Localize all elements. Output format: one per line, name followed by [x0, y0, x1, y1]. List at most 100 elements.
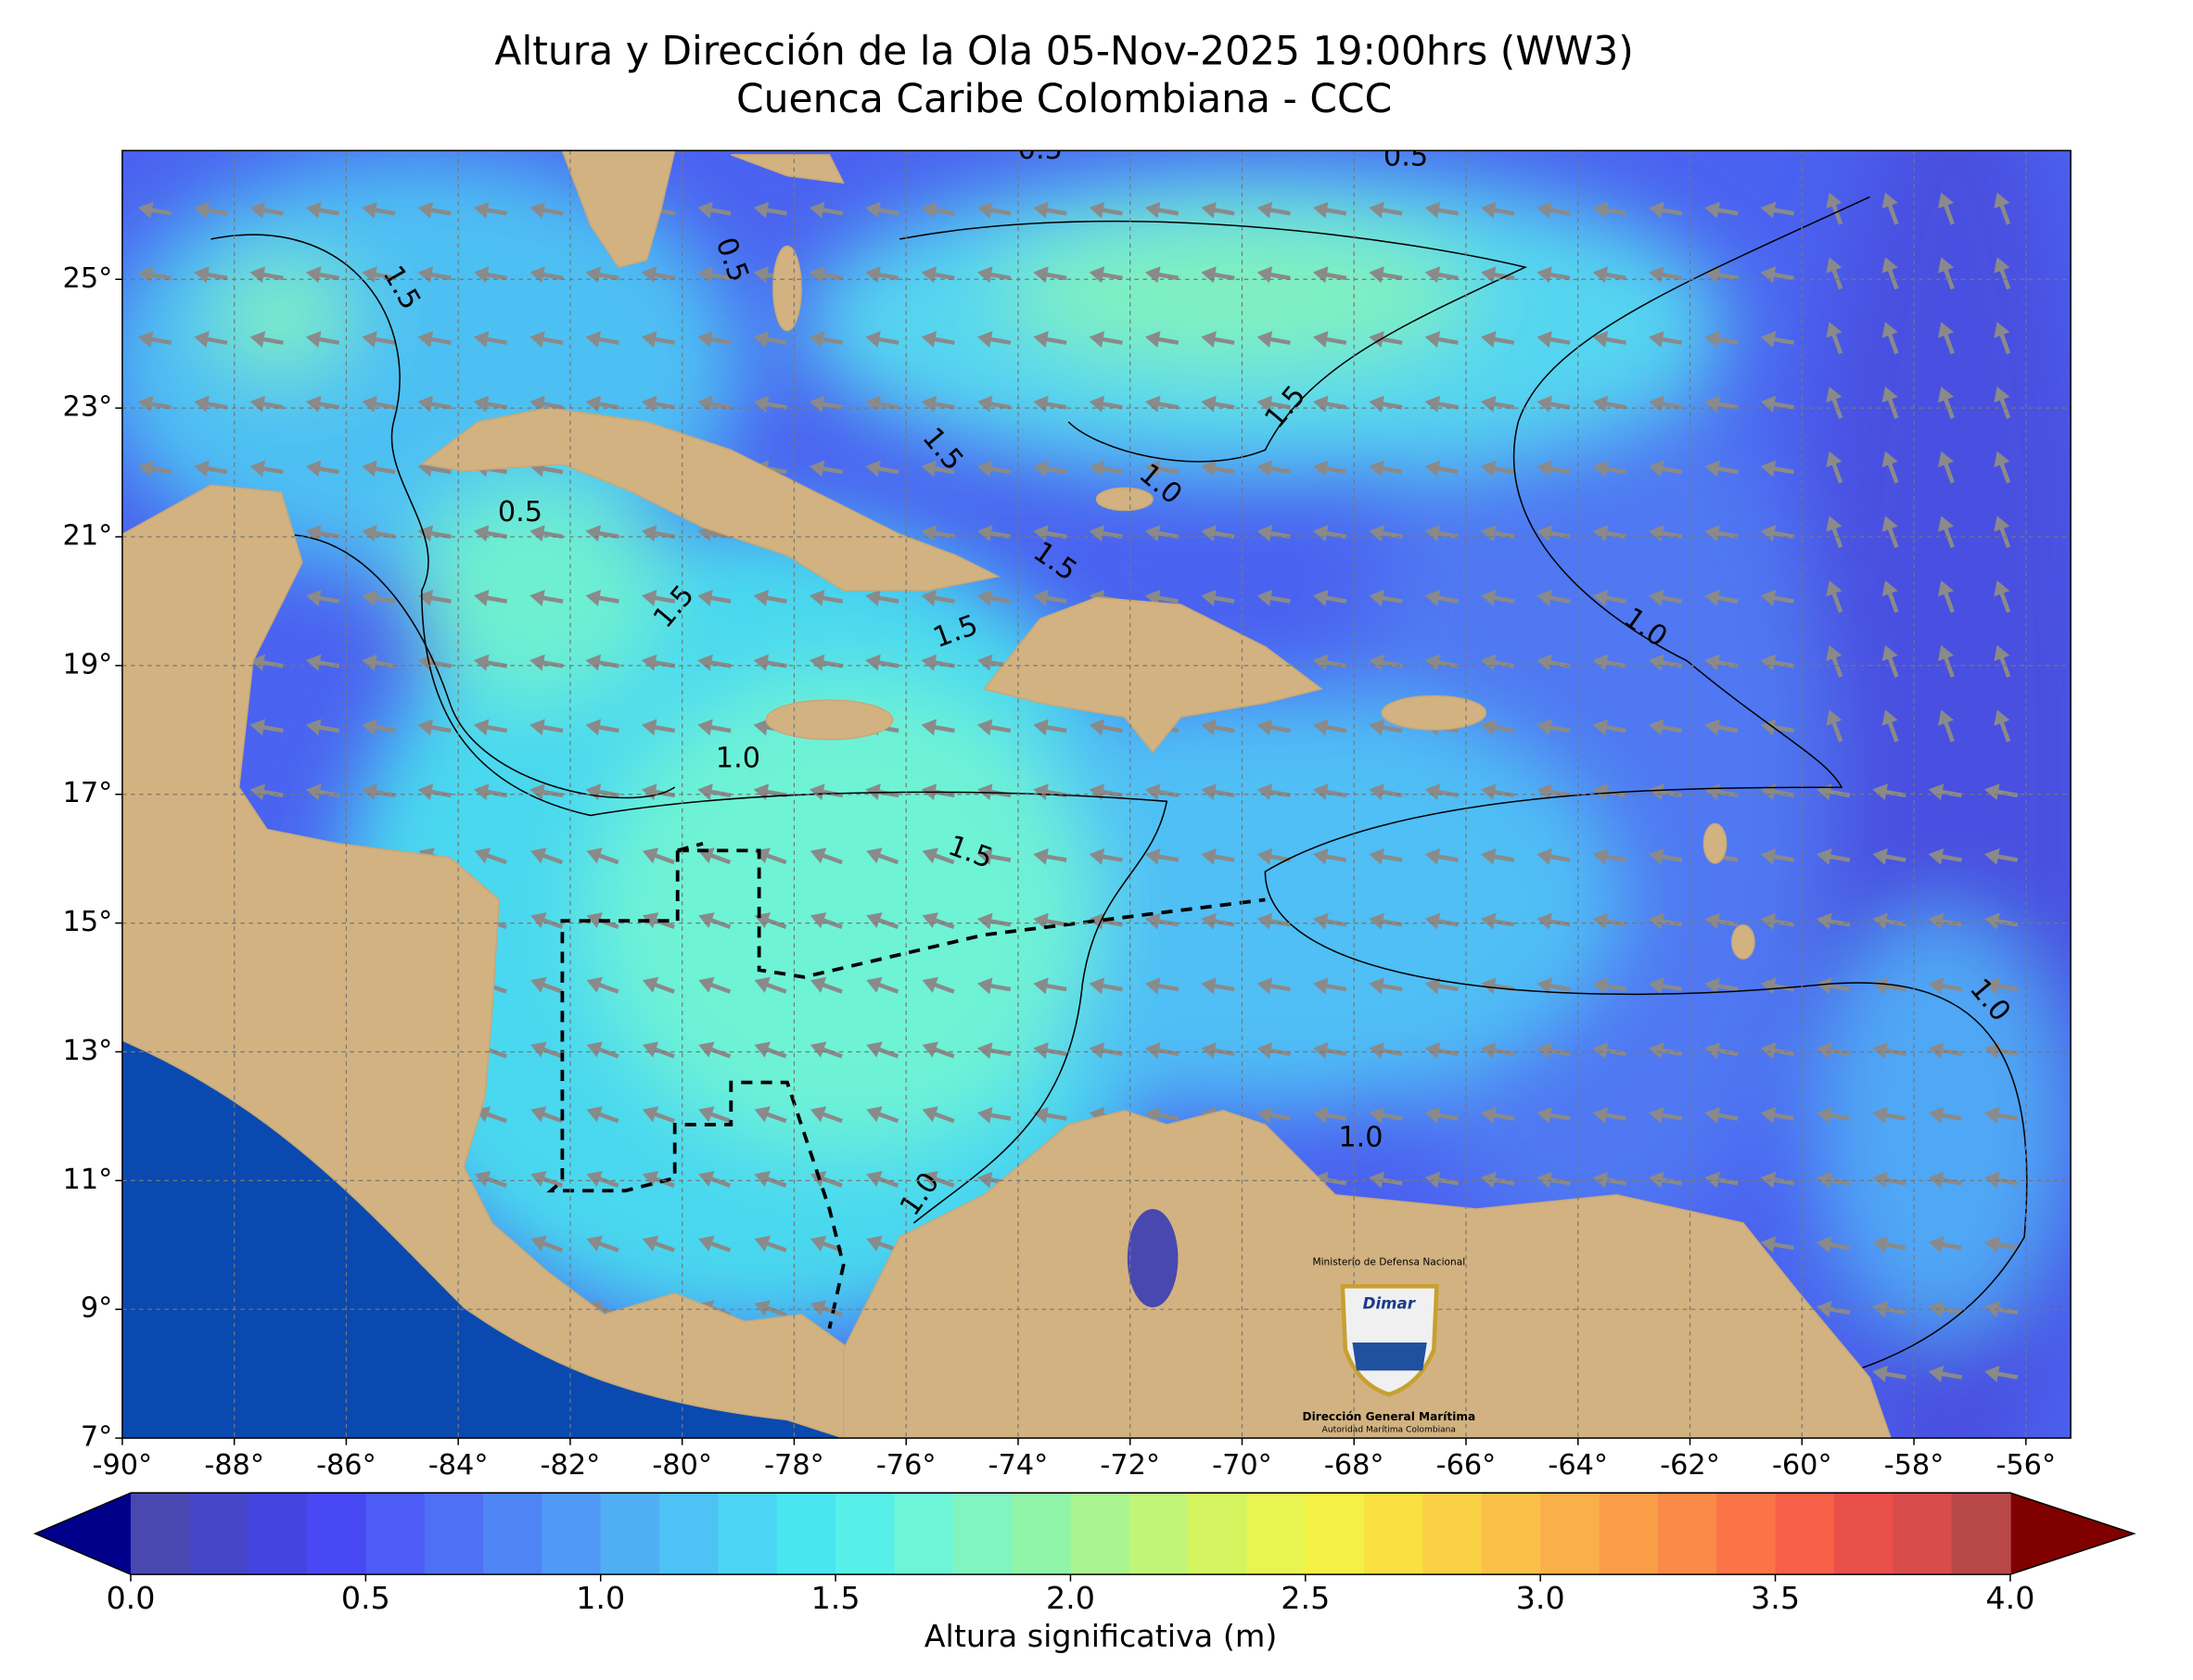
arrow	[362, 589, 396, 606]
colorbar-tick-label: 1.5	[811, 1580, 861, 1616]
arrow-head	[1881, 515, 1898, 532]
colorbar-segment	[600, 1493, 660, 1575]
arrow-head	[1144, 1042, 1161, 1060]
arrow-head	[417, 201, 434, 219]
arrow-head	[1881, 644, 1898, 662]
arrow	[976, 525, 1012, 542]
arrow	[810, 976, 843, 994]
arrow-head	[529, 525, 545, 542]
arrow-head	[473, 783, 490, 801]
arrow-head	[1089, 460, 1105, 477]
arrow	[137, 331, 172, 348]
arrow-head	[976, 654, 993, 671]
arrow	[1424, 201, 1459, 219]
arrow	[1312, 460, 1347, 477]
arrow	[1144, 201, 1179, 219]
arrow	[1760, 1236, 1794, 1254]
arrow-head	[1881, 322, 1898, 338]
arrow	[530, 1171, 564, 1188]
arrow-head	[1704, 912, 1720, 930]
arrow	[1312, 719, 1347, 736]
arrow	[1760, 912, 1794, 930]
arrow	[1536, 719, 1571, 736]
arrow-head	[1481, 783, 1497, 801]
arrow	[1928, 977, 1962, 995]
arrow-head	[1536, 783, 1552, 801]
arrow	[1424, 331, 1459, 348]
arrow	[417, 201, 452, 219]
arrow	[809, 201, 844, 219]
arrow-head	[641, 719, 657, 736]
arrow	[1424, 977, 1459, 995]
arrow-head	[698, 976, 715, 993]
arrow-head	[1760, 460, 1777, 477]
arrow	[1704, 331, 1739, 348]
arrow-head	[530, 912, 547, 929]
arrow	[1536, 525, 1571, 542]
arrow	[1424, 589, 1459, 606]
arrow	[1704, 912, 1739, 930]
arrow-head	[305, 589, 322, 606]
arrow-head	[529, 201, 545, 219]
contour-label: 1.0	[1338, 1122, 1383, 1154]
arrow-head	[1760, 589, 1777, 606]
colorbar-segment	[894, 1493, 954, 1575]
arrow-head	[362, 589, 377, 606]
arrow-head	[1704, 1171, 1720, 1189]
arrow-head	[585, 654, 602, 671]
arrow	[976, 719, 1012, 736]
arrow	[1424, 1106, 1459, 1124]
colorbar-over	[2009, 1493, 2135, 1575]
arrow-head	[809, 589, 825, 606]
arrow-head	[1984, 1042, 2000, 1060]
arrow-head	[922, 912, 938, 929]
arrow	[529, 525, 564, 542]
arrow	[810, 1106, 843, 1124]
contour-label: 0.5	[1018, 134, 1063, 166]
arrow	[249, 331, 284, 348]
arrow	[249, 783, 284, 801]
arrow-head	[1424, 977, 1441, 995]
arrow-head	[1369, 331, 1384, 348]
arrow	[865, 201, 899, 219]
arrow	[698, 1106, 732, 1124]
arrow-head	[1369, 525, 1384, 542]
arrow-head	[194, 266, 210, 284]
arrow	[1937, 322, 1955, 355]
arrow-head	[362, 331, 377, 348]
map: 1.51.50.51.51.00.51.51.51.5 1.01.01.51.01…	[121, 134, 2072, 1439]
arrow-head	[1881, 386, 1898, 403]
arrow	[1481, 525, 1515, 542]
arrow-head	[1089, 201, 1105, 219]
arrow-head	[1592, 201, 1609, 219]
arrow-head	[1881, 709, 1898, 726]
x-tick-label: -78°	[764, 1449, 824, 1482]
arrow-head	[362, 719, 377, 736]
arrow-head	[1536, 460, 1552, 477]
arrow	[1592, 1171, 1626, 1189]
arrow	[1312, 589, 1347, 606]
colorbar: 0.0 0.5 1.0 1.5 2.0 2.5 3.0 3.5 4.0	[32, 1492, 2136, 1616]
arrow	[1312, 525, 1347, 542]
arrow-head	[1033, 460, 1049, 477]
arrow-head	[866, 847, 883, 864]
arrow-head	[529, 266, 545, 284]
arrow-head	[1826, 322, 1842, 338]
colorbar-segment	[1422, 1493, 1483, 1575]
arrow-head	[753, 201, 770, 219]
colorbar-under	[34, 1493, 131, 1575]
arrow-head	[1984, 1236, 2000, 1254]
arrow	[1033, 525, 1067, 542]
arrow-head	[1312, 331, 1329, 348]
arrow	[1592, 1106, 1626, 1124]
arrow-head	[642, 912, 659, 929]
arrow-head	[1424, 201, 1441, 219]
arrow	[1312, 395, 1347, 413]
arrow	[1872, 1171, 1906, 1189]
arrow-head	[1872, 912, 1888, 930]
arrow-head	[698, 1235, 715, 1252]
arrow-head	[1881, 192, 1898, 209]
arrow-head	[1592, 395, 1609, 413]
arrow-head	[976, 847, 993, 865]
arrow-head	[922, 847, 938, 864]
